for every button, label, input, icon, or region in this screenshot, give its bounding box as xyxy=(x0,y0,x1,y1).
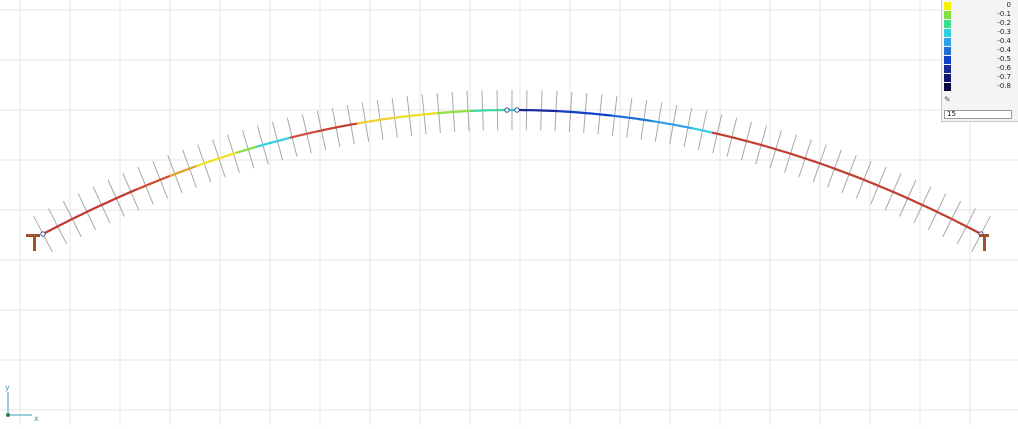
legend-label: -0.7 xyxy=(997,73,1011,82)
legend-label: -0.6 xyxy=(997,64,1011,73)
arch-segment[interactable] xyxy=(63,220,70,223)
arch-segment[interactable] xyxy=(70,217,77,220)
legend-label: -0.5 xyxy=(997,55,1011,64)
legend-label: -0.3 xyxy=(997,28,1011,37)
legend-swatch xyxy=(944,29,951,37)
legend-entry: -0.2 xyxy=(942,20,1018,28)
legend-entry: -0.3 xyxy=(942,29,1018,37)
left-pinned-support[interactable] xyxy=(26,234,40,251)
legend-entry: -0.8 xyxy=(942,83,1018,91)
legend-label: -0.2 xyxy=(997,19,1011,28)
arch-segment[interactable] xyxy=(954,220,961,223)
axis-origin xyxy=(6,413,10,417)
legend-label: 0 xyxy=(1007,1,1011,10)
legend-label: -0.8 xyxy=(997,82,1011,91)
arch-segment[interactable] xyxy=(117,195,124,198)
axis-triad: y x xyxy=(5,383,39,423)
legend-entry: -0.5 xyxy=(942,56,1018,64)
y-axis-label: y xyxy=(5,383,10,392)
legend-swatch xyxy=(944,2,951,10)
arch-segment[interactable] xyxy=(934,210,941,213)
arch-segment[interactable] xyxy=(907,198,914,201)
x-axis-label: x xyxy=(34,414,39,423)
arch-segment[interactable] xyxy=(56,224,63,227)
pencil-icon[interactable]: ✎ xyxy=(944,96,952,104)
legend-label: -0.1 xyxy=(997,10,1011,19)
legend-swatch xyxy=(944,65,951,73)
legend-entry: -0.6 xyxy=(942,65,1018,73)
arch-segment[interactable] xyxy=(948,217,955,220)
legend-swatch xyxy=(944,38,951,46)
legend-swatch xyxy=(944,20,951,28)
legend-swatch xyxy=(944,56,951,64)
legend-entry: 0 xyxy=(942,2,1018,10)
legend-label: -0.4 xyxy=(997,46,1011,55)
arch-segment[interactable] xyxy=(83,210,90,213)
legend-label: -0.4 xyxy=(997,37,1011,46)
arch-segment[interactable] xyxy=(901,195,908,198)
legend-entry: -0.4 xyxy=(942,38,1018,46)
node-marker[interactable] xyxy=(41,232,45,236)
right-pinned-support[interactable] xyxy=(979,234,989,251)
arch-segment[interactable] xyxy=(941,214,948,217)
node-marker[interactable] xyxy=(505,108,509,112)
legend-entry: -0.4 xyxy=(942,47,1018,55)
legend-swatch xyxy=(944,11,951,19)
legend-swatch xyxy=(944,47,951,55)
legend-swatch xyxy=(944,74,951,82)
legend-entry: -0.1 xyxy=(942,11,1018,19)
arch-segment[interactable] xyxy=(103,201,110,204)
arch-segment[interactable] xyxy=(77,214,84,217)
arch-segment[interactable] xyxy=(50,227,57,231)
legend-value-input[interactable]: 15 xyxy=(944,110,1012,119)
load-hatch-lines xyxy=(34,90,991,252)
legend-swatch xyxy=(944,83,951,91)
node-marker[interactable] xyxy=(515,108,519,112)
color-legend: 0-0.1-0.2-0.3-0.4-0.4-0.5-0.6-0.7-0.8 ✎ … xyxy=(941,0,1018,122)
legend-entry: -0.7 xyxy=(942,74,1018,82)
support-post xyxy=(33,234,36,251)
arch-segment[interactable] xyxy=(110,198,117,201)
support-post xyxy=(983,234,986,251)
arch-segment[interactable] xyxy=(961,224,968,227)
arch-segment[interactable] xyxy=(968,227,975,231)
